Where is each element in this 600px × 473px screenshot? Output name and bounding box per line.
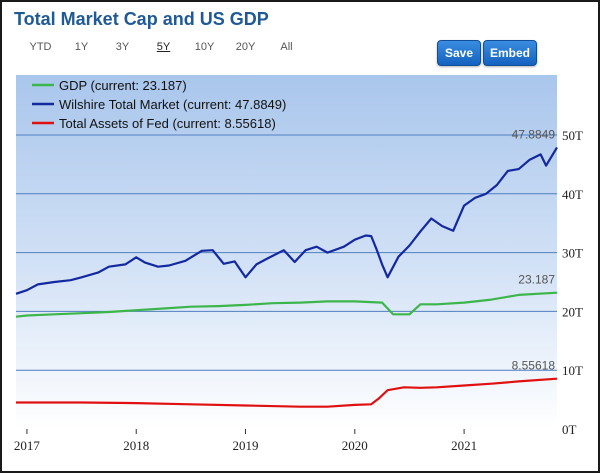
legend-label-gdp: GDP (current: 23.187) [59, 78, 187, 93]
page-title: Total Market Cap and US GDP [14, 9, 269, 29]
y-tick-label: 40T [562, 187, 583, 202]
range-20y[interactable]: 20Y [235, 41, 256, 53]
y-tick-label: 30T [562, 246, 583, 261]
end-label-wilshire: 47.8849 [512, 127, 556, 141]
y-tick-label: 50T [562, 128, 583, 143]
series-line-fed [16, 377, 558, 408]
range-selector: YTD 1Y 3Y 5Y 10Y 20Y All [20, 41, 307, 53]
end-label-gdp: 23.187 [518, 273, 555, 287]
range-3y[interactable]: 3Y [115, 41, 130, 53]
end-label-fed: 8.55618 [512, 359, 556, 373]
y-tick-label: 10T [562, 363, 583, 378]
series-line-gdp [15, 291, 558, 318]
range-ytd[interactable]: YTD [29, 41, 52, 53]
range-all[interactable]: All [280, 41, 293, 53]
save-button[interactable]: Save [437, 40, 481, 66]
y-tick-label: 0T [562, 422, 577, 437]
embed-button[interactable]: Embed [483, 40, 537, 66]
range-10y[interactable]: 10Y [194, 41, 215, 53]
y-tick-label: 20T [562, 304, 583, 319]
x-tick-label: 2021 [451, 438, 477, 453]
legend-label-fed: Total Assets of Fed (current: 8.55618) [59, 116, 276, 131]
x-tick-label: 2017 [14, 438, 41, 453]
x-tick-label: 2018 [123, 438, 149, 453]
range-1y[interactable]: 1Y [74, 41, 89, 53]
range-5y[interactable]: 5Y [156, 41, 171, 53]
legend-label-wilshire: Wilshire Total Market (current: 47.8849) [59, 97, 286, 112]
series-line-wilshire [15, 146, 558, 295]
x-tick-label: 2019 [233, 438, 259, 453]
x-tick-label: 2020 [342, 438, 368, 453]
